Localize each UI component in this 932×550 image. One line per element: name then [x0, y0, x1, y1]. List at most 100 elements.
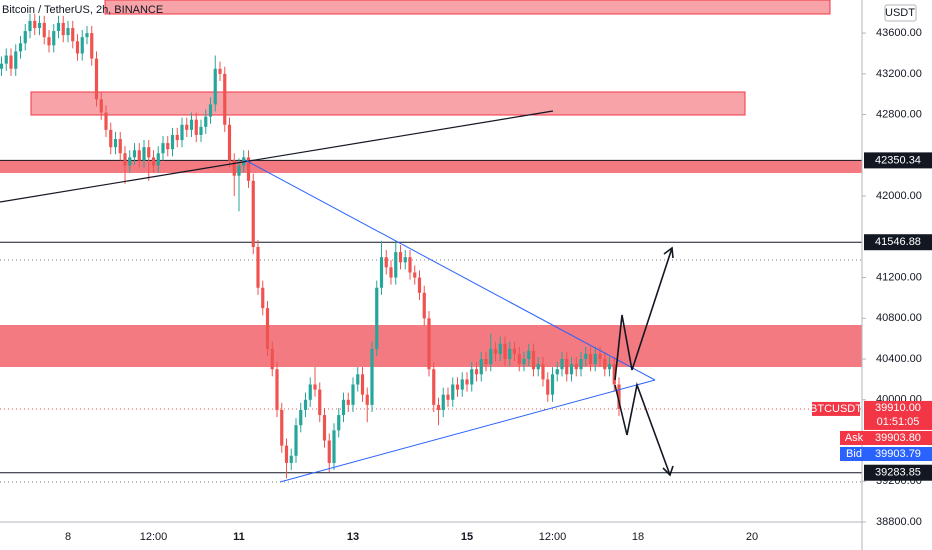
candle-body — [398, 252, 403, 263]
quote-badge — [864, 431, 932, 445]
candle-body — [4, 55, 8, 64]
candle-body — [617, 384, 621, 409]
candle-body — [170, 134, 175, 150]
candle-body — [598, 353, 602, 360]
price-badge — [864, 234, 932, 251]
candle-body — [185, 124, 189, 130]
candle-body — [265, 308, 270, 349]
y-tick-label: 38800.00 — [876, 516, 922, 528]
y-tick-label: 42800.00 — [876, 108, 922, 120]
candle-body — [213, 68, 217, 105]
candle-body — [550, 374, 555, 395]
candle-body — [389, 267, 393, 278]
candle-body — [579, 359, 583, 370]
candle-body — [455, 384, 460, 390]
candle-body — [128, 157, 132, 166]
candle-body — [42, 22, 46, 38]
candle-body — [365, 394, 369, 405]
candle-body — [123, 153, 127, 166]
price-badge-label: 39283.85 — [875, 467, 921, 479]
candle-body — [417, 277, 422, 293]
triangle-lower — [279, 379, 656, 483]
candle-body — [227, 124, 232, 161]
bear-arrow — [614, 382, 671, 476]
quote-name: Bid — [846, 448, 862, 460]
currency-box[interactable] — [884, 4, 917, 22]
candle-body — [588, 353, 593, 365]
candle-body — [223, 73, 227, 125]
symbol-label: BTCUSDT — [810, 403, 862, 415]
candle-body — [94, 58, 99, 100]
candle-body — [194, 119, 198, 135]
candle-body — [113, 139, 118, 148]
candle-body — [23, 31, 27, 44]
candle-body — [9, 55, 13, 69]
triangle-upper — [244, 159, 656, 381]
bull-arrow — [614, 247, 673, 381]
candle-body — [37, 22, 42, 29]
candle-body — [232, 160, 236, 176]
x-tick-label: 20 — [746, 531, 758, 543]
candle-body — [151, 157, 156, 166]
last-price-label: 39910.00 — [875, 402, 921, 414]
candle-body — [503, 343, 507, 360]
zone — [104, 0, 831, 15]
candle-body — [470, 369, 474, 385]
candle-body — [118, 139, 122, 154]
candle-body — [199, 126, 203, 135]
candle-body — [531, 350, 536, 370]
candle-body — [351, 384, 355, 405]
candle-body — [109, 129, 113, 148]
quote-badge — [864, 447, 932, 461]
candle-body — [441, 394, 445, 410]
trend-line — [0, 110, 554, 203]
drawings — [0, 110, 674, 483]
y-tick-label: 40800.00 — [876, 312, 922, 324]
candle-body — [379, 257, 384, 288]
candle-body — [61, 22, 65, 36]
candle-body — [85, 33, 89, 38]
candle-body — [436, 404, 441, 410]
candles — [0, 13, 621, 479]
y-tick-label: 43600.00 — [876, 27, 922, 39]
candle-body — [541, 364, 545, 380]
candle-body — [546, 379, 550, 395]
candle-body — [251, 180, 255, 247]
candle-body — [403, 257, 407, 263]
candle-body — [80, 37, 84, 54]
candle-body — [147, 147, 151, 158]
candle-body — [432, 369, 436, 405]
candle-body — [71, 28, 75, 42]
candle-body — [66, 28, 70, 36]
zone — [0, 160, 862, 173]
candle-body — [280, 409, 284, 446]
y-tick-label: 41200.00 — [876, 271, 922, 283]
candle-body — [332, 430, 336, 463]
candle-body — [360, 374, 365, 395]
candle-body — [607, 364, 612, 370]
candle-body — [156, 153, 160, 166]
y-tick-label: 43200.00 — [876, 68, 922, 80]
axes: 43600.00 43200.00 42800.00 42000.00 41200.00… — [65, 27, 922, 543]
price-badges: 42350.34 41546.88 39283.85 BTCUSDT 39910.00 0… — [810, 152, 932, 481]
candle-body — [289, 455, 293, 463]
candle-body — [527, 350, 531, 360]
candle-body — [451, 384, 455, 400]
candle-body — [394, 252, 398, 278]
candle-body — [303, 399, 308, 410]
candle-body — [465, 379, 469, 385]
candle-body — [246, 157, 251, 181]
candle-body — [204, 116, 208, 127]
candle-body — [327, 440, 331, 463]
candle-body — [593, 353, 597, 365]
price-badge-label: 42350.34 — [875, 154, 921, 166]
candle-body — [569, 364, 574, 375]
candle-body — [0, 63, 4, 69]
candle-body — [28, 20, 32, 32]
candle-body — [299, 409, 303, 426]
candle-body — [270, 348, 274, 370]
candle-body — [318, 389, 322, 416]
arrow-head — [663, 246, 674, 259]
candle-body — [33, 20, 37, 29]
